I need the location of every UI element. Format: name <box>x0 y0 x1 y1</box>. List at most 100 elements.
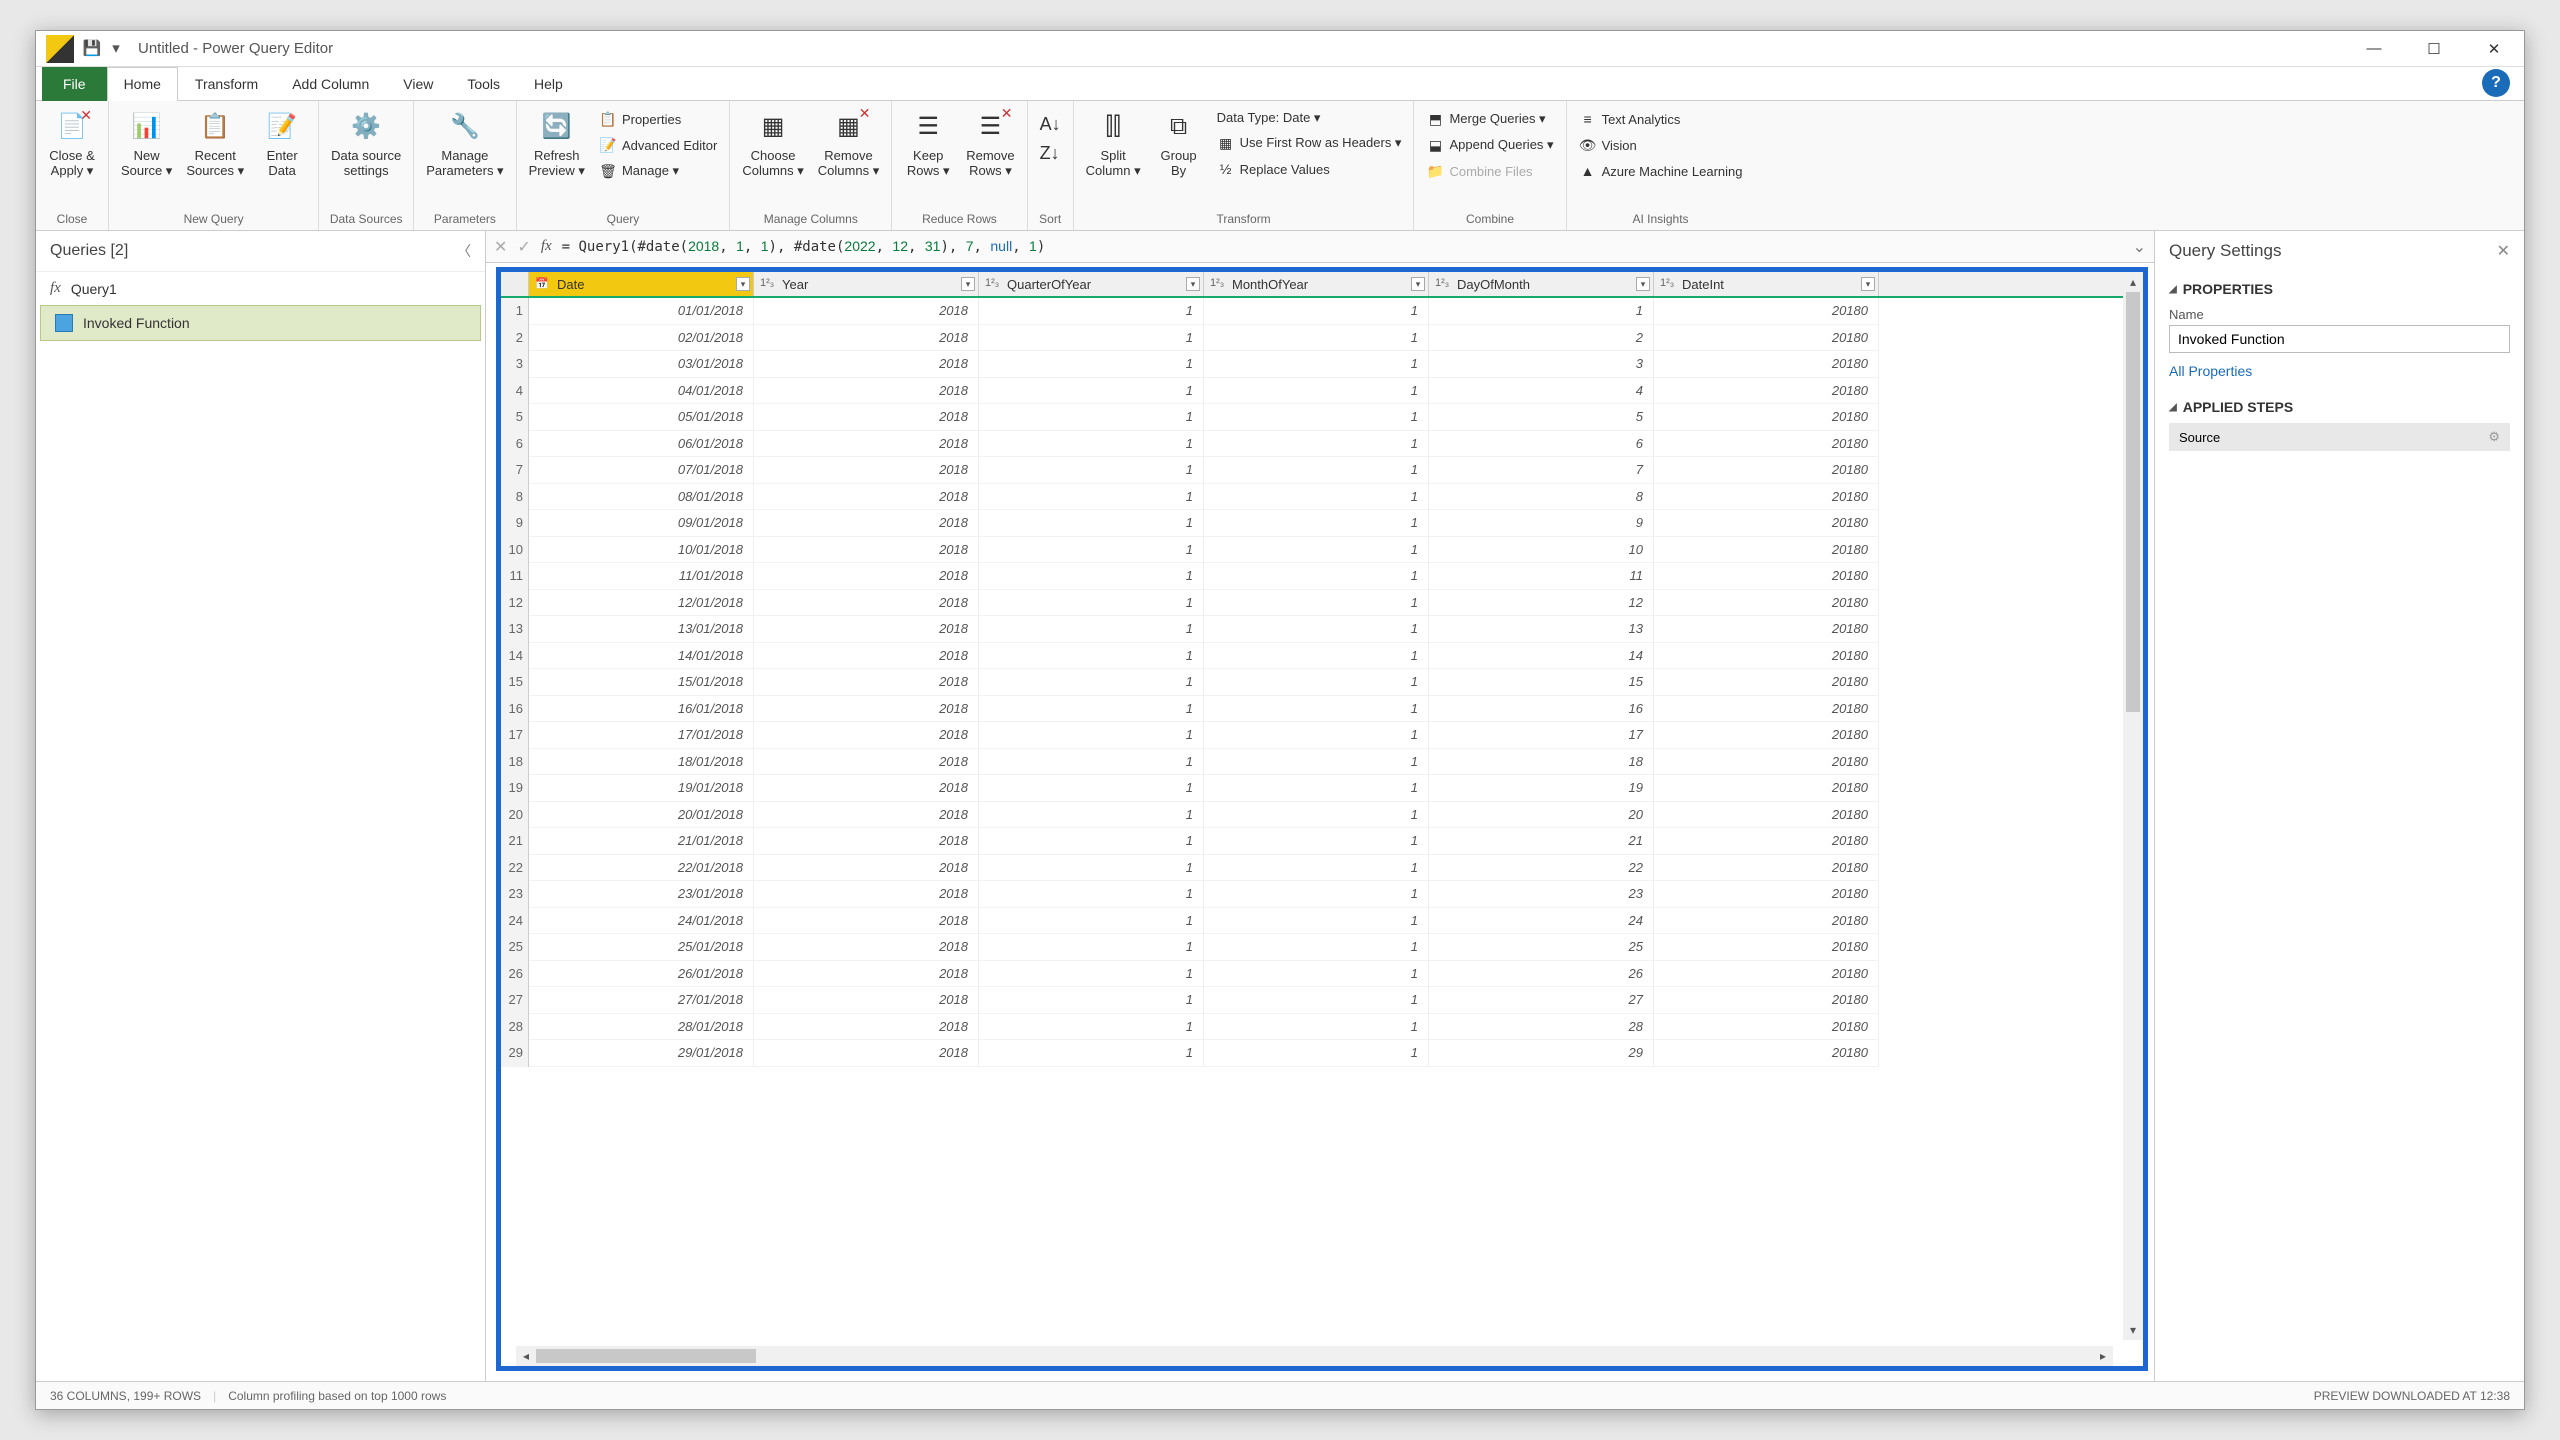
table-row[interactable]: 2828/01/20182018112820180 <box>501 1014 2143 1041</box>
table-row[interactable]: 2929/01/20182018112920180 <box>501 1040 2143 1067</box>
column-quarter[interactable]: 1²₃QuarterOfYear▾ <box>979 272 1204 296</box>
tab-add-column[interactable]: Add Column <box>275 67 386 101</box>
data-type-button[interactable]: Data Type: Date ▾ <box>1211 107 1408 129</box>
table-row[interactable]: 1717/01/20182018111720180 <box>501 722 2143 749</box>
close-settings-icon[interactable]: ✕ <box>2497 241 2510 261</box>
refresh-preview-button[interactable]: 🔄Refresh Preview ▾ <box>523 105 591 183</box>
sort-asc-button[interactable]: A↓ <box>1034 111 1067 138</box>
help-icon[interactable]: ? <box>2482 69 2510 97</box>
table-row[interactable]: 404/01/2018201811420180 <box>501 378 2143 405</box>
split-column-button[interactable]: ⫿⫿Split Column ▾ <box>1080 105 1147 183</box>
all-properties-link[interactable]: All Properties <box>2169 363 2510 379</box>
table-row[interactable]: 2020/01/20182018112020180 <box>501 802 2143 829</box>
table-row[interactable]: 1414/01/20182018111420180 <box>501 643 2143 670</box>
manage-button[interactable]: 🗑Manage ▾ <box>593 159 723 183</box>
cancel-icon[interactable]: ✕ <box>494 237 507 257</box>
tab-view[interactable]: View <box>386 67 450 101</box>
azure-ml-button[interactable]: ▲Azure Machine Learning <box>1573 159 1749 183</box>
replace-values-button[interactable]: ½Replace Values <box>1211 157 1408 181</box>
advanced-editor-button[interactable]: 📝Advanced Editor <box>593 133 723 157</box>
table-row[interactable]: 1313/01/20182018111320180 <box>501 616 2143 643</box>
query-item-query1[interactable]: fxQuery1 <box>36 272 485 305</box>
row-header-corner[interactable] <box>501 272 529 296</box>
column-dateint[interactable]: 1²₃DateInt▾ <box>1654 272 1879 296</box>
sort-desc-button[interactable]: Z↓ <box>1034 140 1067 167</box>
column-year[interactable]: 1²₃Year▾ <box>754 272 979 296</box>
table-row[interactable]: 2323/01/20182018112320180 <box>501 881 2143 908</box>
table-row[interactable]: 808/01/2018201811820180 <box>501 484 2143 511</box>
table-row[interactable]: 2727/01/20182018112720180 <box>501 987 2143 1014</box>
choose-columns-button[interactable]: ▦Choose Columns ▾ <box>736 105 809 183</box>
table-row[interactable]: 1616/01/20182018111620180 <box>501 696 2143 723</box>
filter-dropdown-icon[interactable]: ▾ <box>1186 277 1200 291</box>
tab-help[interactable]: Help <box>517 67 580 101</box>
recent-sources-button[interactable]: 📋Recent Sources ▾ <box>180 105 250 183</box>
filter-dropdown-icon[interactable]: ▾ <box>1636 277 1650 291</box>
table-row[interactable]: 101/01/2018201811120180 <box>501 298 2143 325</box>
tab-file[interactable]: File <box>42 67 107 101</box>
combine-files-button[interactable]: 📁Combine Files <box>1420 159 1559 183</box>
column-day[interactable]: 1²₃DayOfMonth▾ <box>1429 272 1654 296</box>
text-analytics-button[interactable]: ≡Text Analytics <box>1573 107 1749 131</box>
commit-icon[interactable]: ✓ <box>517 237 530 257</box>
fx-icon[interactable]: fx <box>541 238 552 255</box>
properties-section[interactable]: PROPERTIES <box>2169 277 2510 301</box>
filter-dropdown-icon[interactable]: ▾ <box>736 277 750 291</box>
applied-steps-section[interactable]: APPLIED STEPS <box>2169 395 2510 419</box>
table-row[interactable]: 606/01/2018201811620180 <box>501 431 2143 458</box>
merge-queries-button[interactable]: ⬒Merge Queries ▾ <box>1420 107 1559 131</box>
table-row[interactable]: 505/01/2018201811520180 <box>501 404 2143 431</box>
remove-columns-button[interactable]: ✕▦Remove Columns ▾ <box>812 105 885 183</box>
step-source[interactable]: Source⚙ <box>2169 423 2510 451</box>
grid-body[interactable]: 101/01/2018201811120180202/01/2018201811… <box>501 298 2143 1366</box>
name-input[interactable] <box>2169 325 2510 353</box>
tab-tools[interactable]: Tools <box>450 67 517 101</box>
enter-data-button[interactable]: 📝Enter Data <box>252 105 312 183</box>
column-date[interactable]: 📅Date▾ <box>529 272 754 296</box>
filter-dropdown-icon[interactable]: ▾ <box>1411 277 1425 291</box>
table-row[interactable]: 2626/01/20182018112620180 <box>501 961 2143 988</box>
table-row[interactable]: 1818/01/20182018111820180 <box>501 749 2143 776</box>
table-row[interactable]: 2222/01/20182018112220180 <box>501 855 2143 882</box>
properties-button[interactable]: 📋Properties <box>593 107 723 131</box>
table-row[interactable]: 1010/01/20182018111020180 <box>501 537 2143 564</box>
scroll-thumb[interactable] <box>2126 292 2140 712</box>
close-button[interactable]: ✕ <box>2464 31 2524 67</box>
table-row[interactable]: 303/01/2018201811320180 <box>501 351 2143 378</box>
step-gear-icon[interactable]: ⚙ <box>2488 429 2500 445</box>
close-apply-button[interactable]: ✕📄Close & Apply ▾ <box>42 105 102 183</box>
manage-parameters-button[interactable]: 🔧Manage Parameters ▾ <box>420 105 509 183</box>
horizontal-scrollbar[interactable]: ◂▸ <box>516 1346 2113 1366</box>
table-row[interactable]: 2121/01/20182018112120180 <box>501 828 2143 855</box>
collapse-icon[interactable]: 〈 <box>457 241 471 261</box>
column-month[interactable]: 1²₃MonthOfYear▾ <box>1204 272 1429 296</box>
table-row[interactable]: 909/01/2018201811920180 <box>501 510 2143 537</box>
minimize-button[interactable]: — <box>2344 31 2404 67</box>
vision-button[interactable]: 👁Vision <box>1573 133 1749 157</box>
expand-formula-icon[interactable]: ⌄ <box>2133 237 2146 257</box>
table-row[interactable]: 2525/01/20182018112520180 <box>501 934 2143 961</box>
append-queries-button[interactable]: ⬓Append Queries ▾ <box>1420 133 1559 157</box>
filter-dropdown-icon[interactable]: ▾ <box>1861 277 1875 291</box>
maximize-button[interactable]: ☐ <box>2404 31 2464 67</box>
formula-input[interactable]: = Query1(#date(2018, 1, 1), #date(2022, … <box>562 238 2123 255</box>
remove-rows-button[interactable]: ✕☰Remove Rows ▾ <box>960 105 1020 183</box>
qat-dropdown-icon[interactable]: ▾ <box>106 39 126 59</box>
table-row[interactable]: 1515/01/20182018111520180 <box>501 669 2143 696</box>
table-row[interactable]: 2424/01/20182018112420180 <box>501 908 2143 935</box>
data-source-settings-button[interactable]: ⚙️Data source settings <box>325 105 407 183</box>
tab-transform[interactable]: Transform <box>178 67 275 101</box>
query-item-invoked-function[interactable]: Invoked Function <box>40 305 481 341</box>
vertical-scrollbar[interactable]: ▴▾ <box>2123 272 2143 1340</box>
scroll-thumb[interactable] <box>536 1349 756 1363</box>
table-row[interactable]: 1212/01/20182018111220180 <box>501 590 2143 617</box>
first-row-headers-button[interactable]: ▦Use First Row as Headers ▾ <box>1211 131 1408 155</box>
filter-dropdown-icon[interactable]: ▾ <box>961 277 975 291</box>
table-row[interactable]: 202/01/2018201811220180 <box>501 325 2143 352</box>
tab-home[interactable]: Home <box>107 67 178 101</box>
table-row[interactable]: 1111/01/20182018111120180 <box>501 563 2143 590</box>
table-row[interactable]: 1919/01/20182018111920180 <box>501 775 2143 802</box>
new-source-button[interactable]: 📊New Source ▾ <box>115 105 178 183</box>
group-by-button[interactable]: ⧉Group By <box>1149 105 1209 183</box>
keep-rows-button[interactable]: ☰Keep Rows ▾ <box>898 105 958 183</box>
